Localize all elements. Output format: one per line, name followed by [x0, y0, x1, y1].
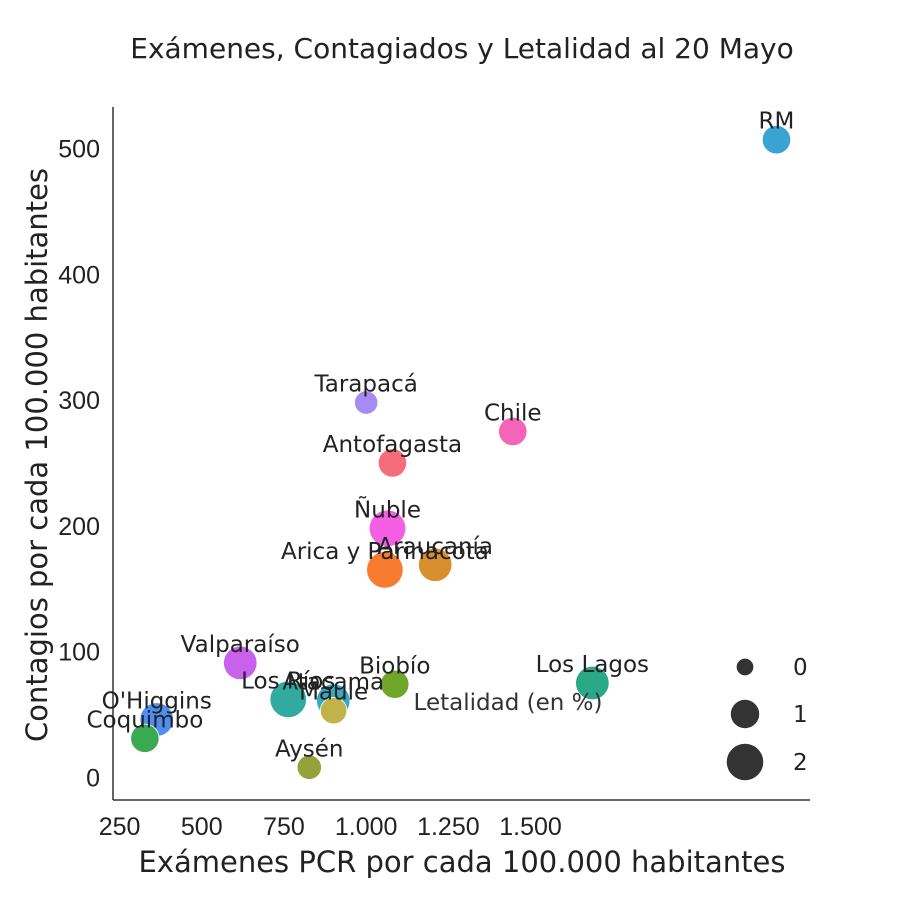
point-label: O'Higgins [102, 689, 212, 715]
data-point [319, 697, 348, 725]
x-tick-labels: 250 500 750 1.000 1.250 1.500 [99, 813, 562, 841]
chart-title: Exámenes, Contagiados y Letalidad al 20 … [130, 32, 793, 65]
y-axis-label: Contagios por cada 100.000 habitantes [20, 168, 54, 742]
data-point [368, 509, 407, 548]
point-labels: RM Tarapacá Chile Antofagasta Ñuble Araucanía… [87, 109, 795, 763]
point-label: Arica y Parinacota [281, 539, 489, 565]
x-tick-label: 1.250 [417, 813, 480, 841]
point-label: Atacama [282, 670, 384, 696]
legend-label: 2 [793, 750, 808, 776]
y-tick-label: 200 [58, 513, 100, 541]
x-tick-label: 500 [181, 813, 223, 841]
x-tick-label: 1.000 [335, 813, 398, 841]
y-tick-label: 0 [86, 764, 100, 792]
data-point [498, 416, 528, 447]
x-tick-label: 1.500 [499, 813, 562, 841]
data-point [223, 645, 258, 681]
size-legend: Letalidad (en %) 0 1 2 [414, 655, 808, 781]
legend-marker [736, 658, 754, 676]
point-label: Aysén [275, 736, 344, 762]
point-label: Antofagasta [323, 432, 462, 458]
point-label: Tarapacá [313, 372, 417, 398]
point-label: RM [759, 109, 795, 135]
point-label: Los Ríos [241, 668, 335, 694]
point-label: Maule [299, 680, 368, 706]
data-point [354, 390, 379, 415]
x-tick-label: 250 [99, 813, 141, 841]
point-label: Los Lagos [536, 652, 649, 678]
data-point [377, 448, 408, 478]
data-point [269, 680, 307, 719]
data-point [575, 665, 610, 701]
x-axis-label: Exámenes PCR por cada 100.000 habitantes [138, 845, 785, 879]
point-label: Coquimbo [87, 707, 204, 733]
legend-label: 0 [793, 655, 808, 681]
data-point [380, 669, 410, 699]
legend-marker [726, 743, 764, 781]
point-label: Araucanía [377, 534, 493, 560]
legend-marker [730, 699, 760, 729]
legend-label: 1 [793, 702, 808, 728]
point-label: Ñuble [354, 495, 421, 523]
y-tick-label: 100 [58, 639, 100, 667]
point-label: Valparaíso [181, 632, 300, 658]
data-points [130, 125, 792, 780]
data-point [761, 125, 792, 155]
axes [112, 107, 810, 801]
y-tick-labels: 0 100 200 300 400 500 [58, 136, 100, 793]
data-point [366, 551, 404, 589]
point-label: Biobío [359, 653, 430, 679]
data-point [130, 723, 160, 753]
data-point [418, 547, 453, 582]
y-tick-label: 300 [58, 387, 100, 415]
legend-title: Letalidad (en %) [414, 690, 603, 716]
y-tick-label: 400 [58, 261, 100, 289]
x-tick-label: 750 [263, 813, 305, 841]
data-point [296, 754, 322, 780]
y-tick-label: 500 [58, 136, 100, 164]
point-label: Chile [484, 400, 542, 426]
